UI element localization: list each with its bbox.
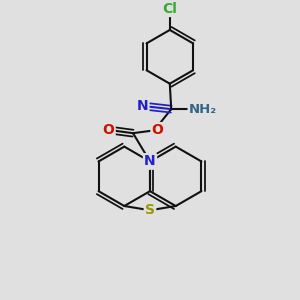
Text: O: O <box>152 123 164 137</box>
Text: S: S <box>145 203 155 217</box>
Text: N: N <box>136 99 148 113</box>
Text: N: N <box>144 154 156 169</box>
Text: Cl: Cl <box>162 2 177 16</box>
Text: NH₂: NH₂ <box>189 103 217 116</box>
Text: O: O <box>103 123 114 137</box>
